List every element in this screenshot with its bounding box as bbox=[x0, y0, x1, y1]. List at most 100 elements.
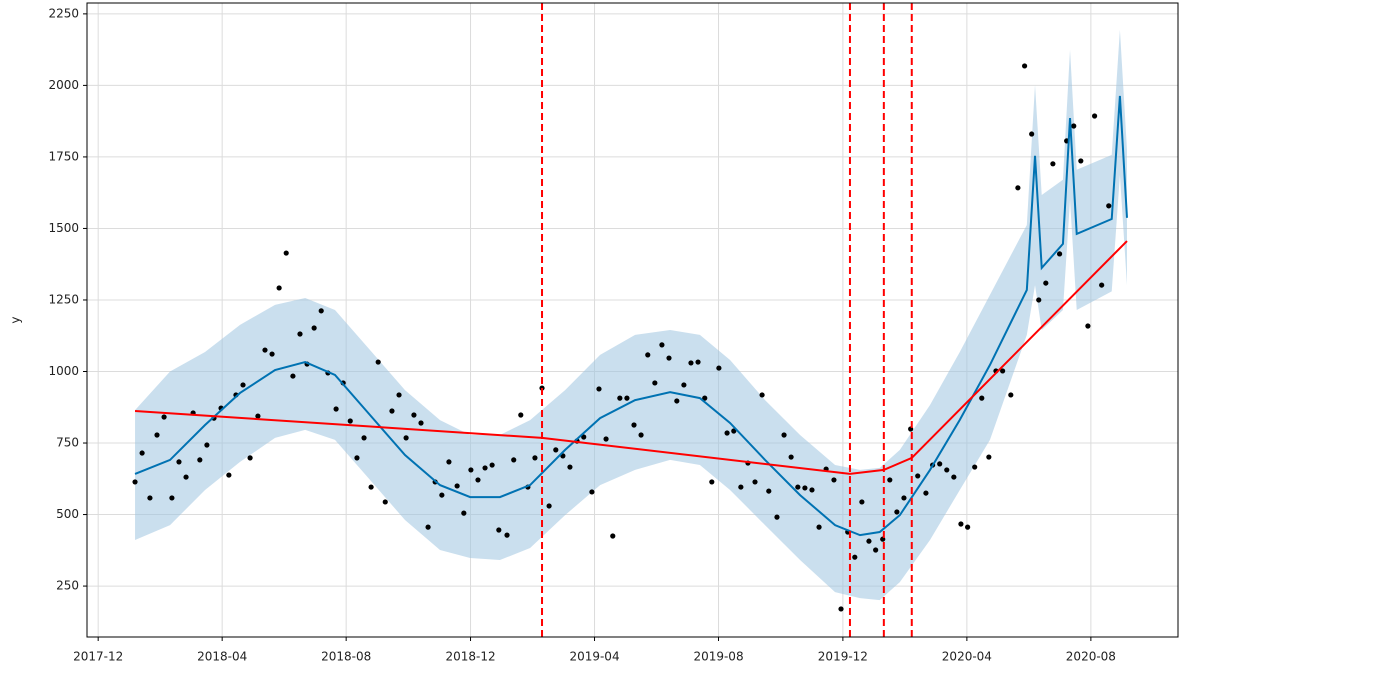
observed-point bbox=[816, 524, 822, 530]
observed-point bbox=[396, 392, 402, 398]
observed-point bbox=[958, 521, 964, 527]
observed-point bbox=[197, 457, 203, 463]
observed-point bbox=[489, 462, 495, 468]
observed-point bbox=[461, 510, 467, 516]
observed-point bbox=[831, 477, 837, 483]
x-tick-label: 2020-04 bbox=[942, 650, 992, 664]
observed-point bbox=[161, 414, 167, 420]
observed-point bbox=[1029, 131, 1035, 137]
observed-point bbox=[979, 395, 985, 401]
observed-point bbox=[802, 485, 808, 491]
x-tick-label: 2018-04 bbox=[197, 650, 247, 664]
observed-point bbox=[1056, 251, 1063, 257]
y-tick-label: 1250 bbox=[48, 292, 79, 306]
observed-point bbox=[283, 250, 289, 256]
observed-point bbox=[702, 395, 708, 401]
observed-point bbox=[873, 547, 879, 553]
observed-point bbox=[759, 392, 765, 398]
observed-point bbox=[937, 461, 943, 467]
observed-point bbox=[553, 447, 559, 453]
y-tick-label: 2250 bbox=[48, 6, 79, 20]
observed-point bbox=[1078, 158, 1084, 164]
observed-point bbox=[382, 499, 388, 505]
observed-point bbox=[589, 489, 595, 495]
observed-point bbox=[147, 495, 153, 501]
observed-point bbox=[638, 432, 644, 438]
observed-point bbox=[567, 464, 573, 470]
observed-point bbox=[154, 432, 160, 438]
observed-point bbox=[788, 454, 794, 460]
observed-point bbox=[781, 432, 787, 438]
trend-line bbox=[134, 240, 1128, 475]
observed-point bbox=[951, 474, 957, 480]
forecast-line bbox=[134, 95, 1128, 537]
observed-point bbox=[887, 477, 893, 483]
observed-point bbox=[240, 382, 246, 388]
observed-point bbox=[944, 467, 950, 473]
observed-point bbox=[1099, 282, 1105, 288]
observed-point bbox=[468, 467, 474, 473]
observed-point bbox=[1091, 113, 1098, 119]
observed-point bbox=[297, 331, 303, 337]
observed-point bbox=[716, 365, 722, 371]
observed-point bbox=[255, 413, 261, 419]
observed-point bbox=[1015, 185, 1021, 191]
x-tick-label: 2019-04 bbox=[569, 650, 619, 664]
observed-point bbox=[475, 477, 481, 483]
observed-point bbox=[709, 479, 715, 485]
x-tick-label: 2019-08 bbox=[693, 650, 743, 664]
observed-point bbox=[226, 472, 232, 478]
observed-point bbox=[1000, 368, 1006, 374]
observed-point bbox=[347, 418, 353, 424]
observed-point bbox=[496, 527, 502, 533]
observed-point bbox=[852, 554, 858, 560]
observed-point bbox=[1036, 297, 1042, 303]
observed-point bbox=[752, 479, 758, 485]
observed-point bbox=[859, 499, 865, 505]
observed-point bbox=[695, 359, 701, 365]
observed-point bbox=[290, 373, 296, 379]
observed-point bbox=[269, 351, 275, 357]
observed-point bbox=[454, 483, 460, 489]
y-tick-label: 1750 bbox=[48, 149, 79, 163]
observed-point bbox=[581, 434, 587, 440]
x-tick-label: 2019-12 bbox=[818, 650, 868, 664]
observed-point bbox=[766, 488, 772, 494]
observed-point bbox=[375, 359, 381, 365]
observed-point bbox=[901, 495, 907, 501]
observed-point bbox=[774, 514, 780, 520]
observed-point bbox=[681, 382, 687, 388]
observed-point bbox=[1050, 161, 1056, 167]
observed-point bbox=[724, 430, 730, 436]
observed-point bbox=[389, 408, 395, 414]
observed-point bbox=[603, 436, 609, 442]
plot-frame bbox=[86, 2, 1179, 638]
observed-point bbox=[361, 435, 367, 441]
observed-point bbox=[318, 308, 324, 314]
y-tick-label: 750 bbox=[56, 436, 79, 450]
observed-point bbox=[1085, 323, 1091, 329]
observed-point bbox=[511, 457, 517, 463]
observed-point bbox=[546, 503, 552, 509]
observed-point bbox=[176, 459, 182, 465]
observed-point bbox=[132, 479, 138, 485]
observed-point bbox=[354, 455, 360, 461]
observed-point bbox=[617, 395, 623, 401]
observed-point bbox=[425, 524, 431, 530]
uncertainty-band bbox=[135, 29, 1127, 601]
observed-point bbox=[439, 492, 445, 498]
observed-point bbox=[403, 435, 409, 441]
observed-point bbox=[659, 342, 665, 348]
observed-point bbox=[986, 454, 992, 460]
observed-point bbox=[972, 464, 978, 470]
observed-point bbox=[738, 484, 744, 490]
observed-point bbox=[482, 465, 488, 471]
observed-point bbox=[518, 412, 524, 418]
observed-point bbox=[596, 386, 602, 392]
observed-point bbox=[446, 459, 452, 465]
observed-point bbox=[866, 538, 872, 544]
observed-point bbox=[368, 484, 374, 490]
observed-point bbox=[631, 422, 637, 428]
observed-point bbox=[1021, 63, 1028, 69]
observed-point bbox=[532, 455, 538, 461]
